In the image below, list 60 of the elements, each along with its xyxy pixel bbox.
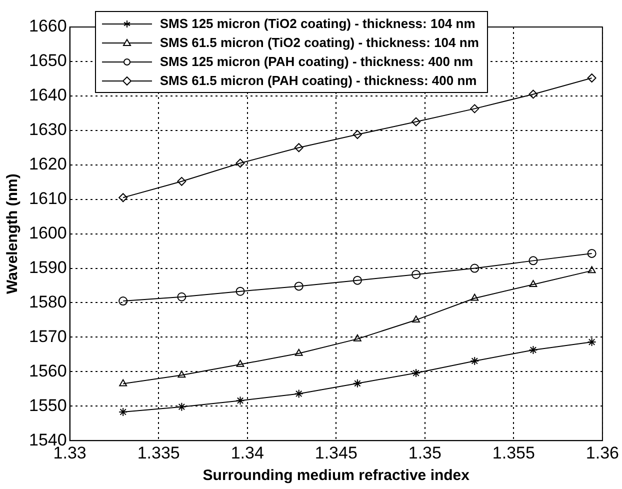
point <box>470 104 480 114</box>
legend-label: SMS 61.5 micron (TiO2 coating) - thickness: 104 nm <box>160 35 479 50</box>
point <box>353 334 362 342</box>
point <box>352 378 362 388</box>
point <box>412 368 421 378</box>
y-tick-label: 1640 <box>28 86 67 105</box>
point <box>118 407 128 416</box>
point <box>236 396 245 406</box>
y-tick-label: 1620 <box>28 154 67 174</box>
point <box>236 286 245 296</box>
y-tick-label: 1590 <box>28 258 67 277</box>
point <box>470 264 480 273</box>
point <box>294 143 304 152</box>
point <box>177 402 186 412</box>
y-tick-label: 1600 <box>28 223 67 242</box>
point <box>470 294 479 301</box>
point <box>236 158 245 168</box>
x-axis-title: Surrounding medium refractive index <box>202 467 470 484</box>
point <box>528 345 538 354</box>
legend-label: SMS 125 micron (TiO2 coating) - thickness: 104 nm <box>160 16 476 31</box>
y-axis-title: Wavelength (nm) <box>4 174 22 294</box>
x-tick-label: 1.34 <box>230 443 264 462</box>
point <box>118 296 128 306</box>
point <box>528 256 538 266</box>
y-tick-label: 1560 <box>28 361 67 380</box>
y-tick-label: 1570 <box>28 326 67 346</box>
x-tick-label: 1.36 <box>586 443 620 462</box>
x-tick-label: 1.345 <box>314 443 358 462</box>
point <box>294 389 304 398</box>
point <box>587 338 596 347</box>
legend-label: SMS 61.5 micron (PAH coating) - thickness: 400 nm <box>160 73 477 88</box>
x-tick-label: 1.35 <box>408 443 442 462</box>
point <box>470 356 480 366</box>
y-tick-label: 1660 <box>28 16 67 36</box>
point <box>118 193 128 202</box>
point <box>412 270 421 279</box>
point <box>412 117 421 126</box>
point <box>588 266 596 274</box>
point <box>178 370 186 378</box>
x-tick-label: 1.335 <box>137 443 180 462</box>
point <box>119 379 128 386</box>
point <box>352 276 362 285</box>
point <box>528 90 538 99</box>
y-tick-label: 1650 <box>28 51 67 70</box>
legend-label: SMS 125 micron (PAH coating) - thickness: 400 nm <box>160 54 474 69</box>
point <box>352 130 362 140</box>
point <box>177 176 186 186</box>
y-tick-label: 1550 <box>28 396 67 415</box>
y-tick-label: 1580 <box>28 292 67 312</box>
point <box>294 348 303 356</box>
y-tick-label: 1630 <box>28 120 67 140</box>
point <box>177 292 186 302</box>
y-tick-label: 1610 <box>28 189 67 208</box>
point <box>236 360 244 367</box>
point <box>587 248 596 258</box>
point <box>412 315 420 322</box>
point <box>587 74 596 83</box>
point <box>294 282 304 291</box>
x-tick-label: 1.355 <box>492 443 535 462</box>
point <box>529 280 538 287</box>
